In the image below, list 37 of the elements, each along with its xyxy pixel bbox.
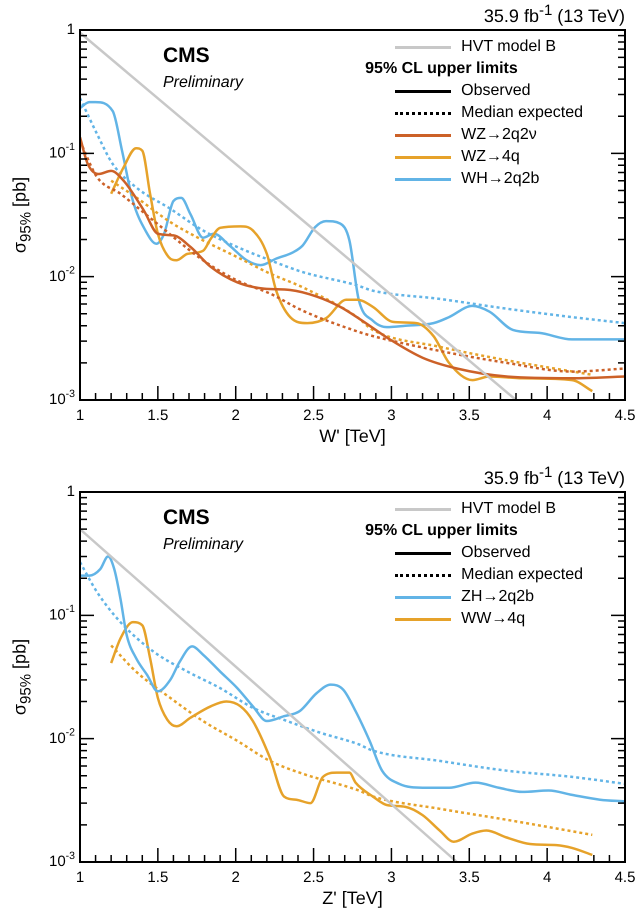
x-tick-label: 2 [232,407,240,424]
x-axis-title: Z' [TeV] [322,888,383,909]
annotation: Median expected [461,565,583,585]
x-tick-label: 4 [542,407,552,424]
legend-label: WH→2q2b [461,169,540,189]
x-axis-title: W' [TeV] [319,426,386,447]
x-tick-label: 1.5 [147,407,168,424]
chart-title: 35.9 fb$^{-1}$ (13 TeV) [484,2,625,27]
legend-label: ZH→2q2b [461,587,534,607]
x-tick-label: 3 [387,407,396,424]
annotation: CMS [163,44,210,68]
annotation: Median expected [461,103,583,123]
chart-title: 35.9 fb$^{-1}$ (13 TeV) [484,464,625,489]
annotation: CMS [163,506,210,530]
x-tick-label: 2.5 [303,407,324,424]
x-tick-label: 1.5 [147,869,168,886]
x-tick-label: 2.5 [303,869,324,886]
annotation: Preliminary [163,74,244,92]
legend-label: HVT model B [461,37,556,57]
x-tick-label: 4.5 [614,407,636,424]
annotation: Observed [461,81,531,101]
legend-label: WW→4q [461,609,526,629]
x-tick-label: 4 [542,869,552,886]
annotation: Preliminary [163,536,244,554]
y-tick-label: 1 [66,21,75,38]
x-tick-label: 3.5 [458,869,480,886]
legend-label: WZ→4q [461,147,520,167]
legend-title: 95% CL upper limits [365,59,519,79]
legend-label: HVT model B [461,499,556,519]
legend-title: 95% CL upper limits [365,521,519,541]
x-tick-label: 2 [232,869,240,886]
y-tick-label: 1 [66,483,75,500]
x-tick-label: 4.5 [614,869,636,886]
annotation: Observed [461,543,531,563]
legend-label: WZ→2q2ν [461,125,537,145]
x-tick-label: 3 [387,869,396,886]
x-tick-label: 3.5 [458,407,480,424]
